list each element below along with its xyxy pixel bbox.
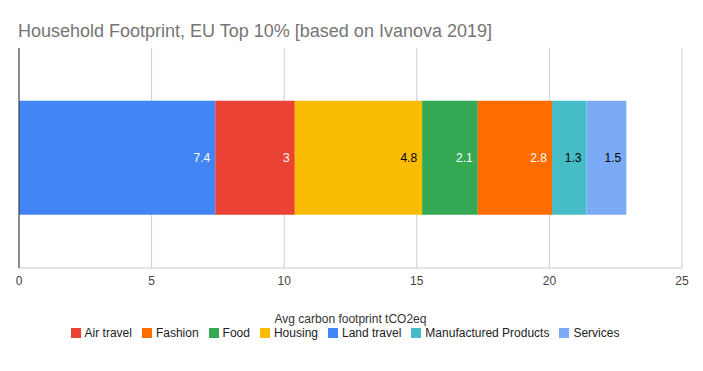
- svg-text:1.3: 1.3: [565, 151, 582, 165]
- svg-text:20: 20: [543, 274, 557, 288]
- svg-text:2.8: 2.8: [530, 151, 547, 165]
- html-text:Air travel: Air travel: [84, 326, 132, 340]
- html-text:Household Footprint, EU Top 10: Household Footprint, EU Top 10% [based o…: [18, 21, 492, 41]
- html-text:Food: Food: [222, 326, 250, 340]
- html-text:Fashion: Fashion: [155, 326, 199, 340]
- svg-text:10: 10: [278, 274, 292, 288]
- svg-text:7.4: 7.4: [194, 151, 211, 165]
- html-text:Services: Services: [573, 326, 620, 340]
- svg-text:3: 3: [283, 151, 290, 165]
- svg-text:5: 5: [148, 274, 155, 288]
- svg-text:1.5: 1.5: [605, 151, 622, 165]
- html-text:Manufactured Products: Manufactured Products: [425, 326, 550, 340]
- svg-text:0: 0: [16, 274, 23, 288]
- svg-text:15: 15: [410, 274, 424, 288]
- svg-text:25: 25: [675, 274, 689, 288]
- svg-text:2.1: 2.1: [456, 151, 473, 165]
- svg-text:4.8: 4.8: [400, 151, 417, 165]
- html-text:Housing: Housing: [274, 326, 318, 340]
- svg-text:Avg carbon footprint tCO2eq: Avg carbon footprint tCO2eq: [275, 312, 427, 326]
- html-text:Land travel: Land travel: [342, 326, 402, 340]
